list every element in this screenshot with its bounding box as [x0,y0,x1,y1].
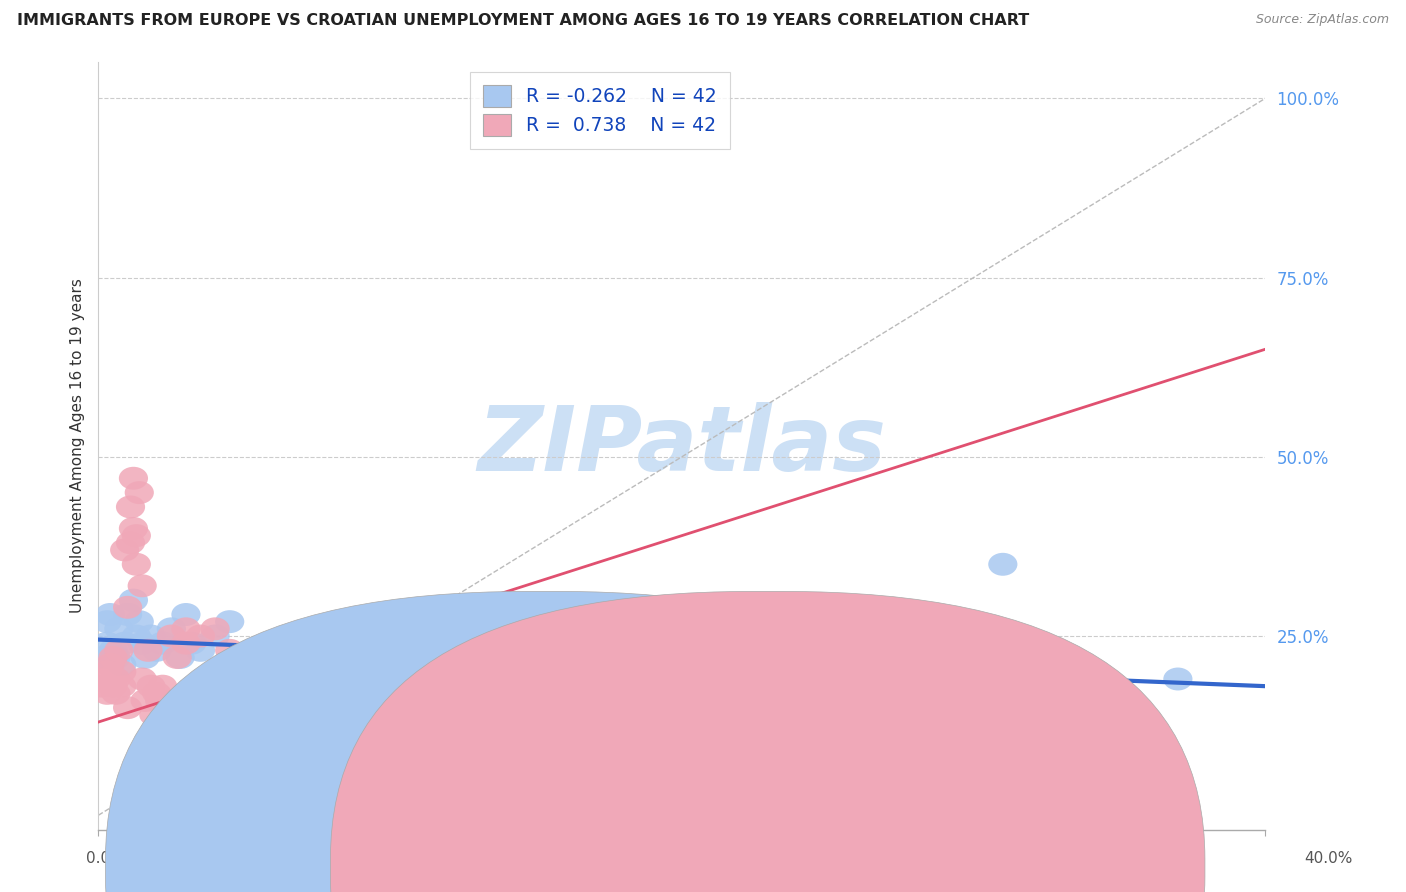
Ellipse shape [96,603,125,626]
Text: 0.0%: 0.0% [86,851,125,865]
Ellipse shape [229,653,259,676]
Ellipse shape [112,596,142,619]
Ellipse shape [131,689,160,712]
Ellipse shape [172,603,201,626]
Ellipse shape [668,689,696,712]
Ellipse shape [134,639,163,662]
Ellipse shape [107,660,136,683]
Ellipse shape [288,646,318,669]
Ellipse shape [405,639,434,662]
Ellipse shape [93,610,122,633]
Ellipse shape [87,674,115,698]
Ellipse shape [259,732,288,755]
Ellipse shape [101,667,131,690]
Ellipse shape [110,632,139,655]
Ellipse shape [988,553,1018,575]
Ellipse shape [157,617,186,640]
Ellipse shape [136,624,166,648]
Ellipse shape [142,639,172,662]
Ellipse shape [98,639,128,662]
Ellipse shape [98,646,128,669]
Ellipse shape [115,532,145,554]
Ellipse shape [120,517,148,540]
Ellipse shape [215,610,245,633]
Ellipse shape [215,639,245,662]
Ellipse shape [115,495,145,518]
Ellipse shape [96,653,125,676]
Ellipse shape [163,646,191,669]
Ellipse shape [463,624,492,648]
Ellipse shape [139,704,169,726]
Ellipse shape [122,624,150,648]
Ellipse shape [90,667,120,690]
Ellipse shape [136,674,166,698]
Ellipse shape [93,660,122,683]
Ellipse shape [93,632,122,655]
Ellipse shape [259,646,288,669]
Ellipse shape [245,704,273,726]
Ellipse shape [101,646,131,669]
Ellipse shape [122,524,150,547]
Ellipse shape [131,646,160,669]
Ellipse shape [579,660,609,683]
Ellipse shape [125,481,153,504]
Ellipse shape [148,674,177,698]
Text: Immigrants from Europe: Immigrants from Europe [506,860,703,874]
Ellipse shape [157,624,186,648]
Ellipse shape [107,674,136,698]
Ellipse shape [201,624,229,648]
Y-axis label: Unemployment Among Ages 16 to 19 years: Unemployment Among Ages 16 to 19 years [69,278,84,614]
Ellipse shape [288,754,318,777]
Text: ZIPatlas: ZIPatlas [478,402,886,490]
Ellipse shape [145,689,174,712]
Ellipse shape [112,603,142,626]
Ellipse shape [142,681,172,705]
Ellipse shape [177,632,207,655]
Ellipse shape [98,674,128,698]
Ellipse shape [120,467,148,490]
Ellipse shape [245,718,273,740]
Ellipse shape [128,632,157,655]
Text: IMMIGRANTS FROM EUROPE VS CROATIAN UNEMPLOYMENT AMONG AGES 16 TO 19 YEARS CORREL: IMMIGRANTS FROM EUROPE VS CROATIAN UNEMP… [17,13,1029,29]
Ellipse shape [302,624,332,648]
Ellipse shape [201,617,229,640]
Ellipse shape [522,704,551,726]
Text: Source: ZipAtlas.com: Source: ZipAtlas.com [1256,13,1389,27]
Ellipse shape [104,617,134,640]
Ellipse shape [813,704,842,726]
Ellipse shape [122,553,150,575]
Ellipse shape [434,697,463,719]
Ellipse shape [90,646,120,669]
Ellipse shape [186,639,215,662]
Ellipse shape [128,574,157,598]
Ellipse shape [229,681,259,705]
Legend: R = -0.262    N = 42, R =  0.738    N = 42: R = -0.262 N = 42, R = 0.738 N = 42 [470,72,730,149]
Text: Croatians: Croatians [810,860,886,874]
Ellipse shape [101,681,131,705]
Ellipse shape [120,589,148,612]
Ellipse shape [172,617,201,640]
Ellipse shape [125,610,153,633]
Ellipse shape [128,667,157,690]
Ellipse shape [110,539,139,561]
Ellipse shape [375,610,405,633]
Ellipse shape [104,639,134,662]
Ellipse shape [148,632,177,655]
Ellipse shape [318,639,346,662]
Ellipse shape [172,632,201,655]
Ellipse shape [166,646,194,669]
Ellipse shape [112,697,142,719]
Ellipse shape [274,632,302,655]
Ellipse shape [93,681,122,705]
Ellipse shape [107,653,136,676]
Text: 40.0%: 40.0% [1305,851,1353,865]
Ellipse shape [186,624,215,648]
Ellipse shape [1163,667,1192,690]
